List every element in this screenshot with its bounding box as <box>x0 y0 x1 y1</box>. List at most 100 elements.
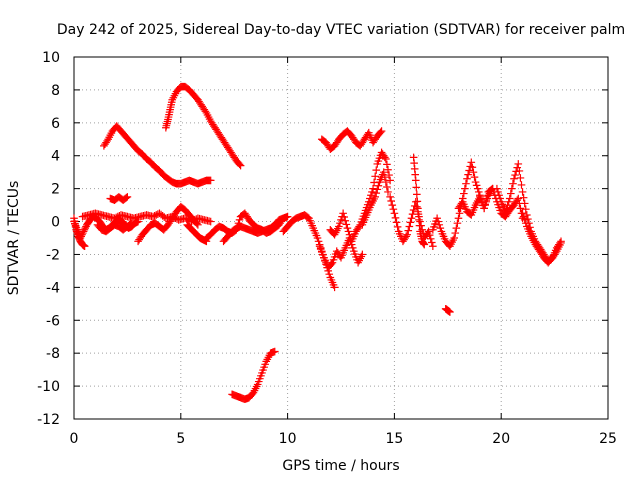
series-arc-24 <box>441 304 454 316</box>
data-point <box>483 192 492 200</box>
data-point <box>413 197 422 206</box>
data-point <box>342 220 351 229</box>
data-point <box>518 209 527 218</box>
data-point <box>446 308 454 316</box>
series-arc-20 <box>100 122 215 188</box>
data-point <box>404 226 413 235</box>
data-point <box>521 219 530 227</box>
data-points <box>70 82 565 404</box>
data-point <box>493 184 501 193</box>
data-point <box>382 155 390 163</box>
data-point <box>319 251 327 259</box>
data-point <box>369 184 377 193</box>
data-point <box>413 190 421 199</box>
y-tick-label: 8 <box>51 83 60 99</box>
data-point <box>519 212 528 221</box>
plot-frame <box>73 56 609 420</box>
data-point <box>386 176 394 185</box>
data-point <box>374 181 383 190</box>
data-point <box>206 176 215 185</box>
data-point <box>386 193 394 201</box>
x-tick-label: 15 <box>385 431 403 447</box>
data-point <box>393 223 402 231</box>
data-point <box>328 258 337 267</box>
data-point <box>508 184 516 193</box>
data-point <box>380 173 389 181</box>
data-point <box>472 181 481 190</box>
data-point <box>409 206 418 214</box>
chart-title: Day 242 of 2025, Sidereal Day-to-day VTE… <box>57 22 625 38</box>
data-point <box>372 166 381 174</box>
data-point <box>367 191 375 200</box>
data-point <box>460 189 468 198</box>
y-tick-label: -10 <box>37 379 60 395</box>
data-point <box>405 222 414 231</box>
data-point <box>368 188 376 196</box>
data-point <box>390 209 399 218</box>
data-point <box>407 214 416 223</box>
y-tick-label: 10 <box>42 50 60 66</box>
data-point <box>358 250 367 259</box>
data-point <box>371 193 379 201</box>
x-axis-label: GPS time / hours <box>282 458 399 474</box>
data-point <box>343 224 352 232</box>
data-point <box>406 218 415 227</box>
data-point <box>514 194 523 203</box>
data-point <box>433 214 441 223</box>
data-point <box>377 127 386 135</box>
data-point <box>520 216 529 224</box>
data-point <box>520 199 529 208</box>
data-point <box>473 184 482 193</box>
data-point <box>482 196 491 204</box>
data-point <box>384 188 392 196</box>
data-point <box>511 171 519 179</box>
y-tick-label: -2 <box>46 247 60 263</box>
data-point <box>256 374 264 383</box>
data-point <box>430 223 438 231</box>
data-point <box>517 181 526 189</box>
data-point <box>335 222 343 231</box>
data-point <box>424 227 433 236</box>
data-point <box>122 193 131 202</box>
data-point <box>403 230 412 239</box>
data-point <box>467 158 476 167</box>
y-tick-label: -12 <box>37 412 60 428</box>
x-tick-label: 25 <box>599 431 617 447</box>
data-point <box>235 216 244 224</box>
data-point <box>313 234 322 242</box>
data-point <box>462 179 470 188</box>
data-point <box>429 225 437 234</box>
data-point <box>327 260 336 268</box>
data-point <box>524 215 532 223</box>
data-point <box>374 157 383 165</box>
data-point <box>384 165 392 174</box>
data-point <box>336 219 344 227</box>
data-point <box>470 173 479 181</box>
axis-ticks <box>73 56 609 420</box>
series-arc-4 <box>93 219 136 236</box>
data-point <box>411 176 420 185</box>
data-point <box>348 244 357 252</box>
data-point <box>465 166 473 175</box>
data-point <box>391 214 400 222</box>
data-point <box>206 217 215 226</box>
data-point <box>258 369 266 377</box>
data-point <box>325 270 334 278</box>
series-arc-21 <box>106 193 132 204</box>
data-point <box>507 189 515 198</box>
series-arc-19 <box>518 209 565 267</box>
data-point <box>340 213 349 221</box>
data-point <box>283 212 292 221</box>
grid-lines <box>74 57 608 419</box>
data-point <box>351 250 359 258</box>
data-point <box>516 204 525 213</box>
series-arc-9 <box>279 211 339 292</box>
data-point <box>476 193 484 201</box>
series-arc-5 <box>134 202 202 246</box>
series-arc-23 <box>228 347 279 404</box>
data-point <box>344 227 353 236</box>
data-point <box>259 366 267 374</box>
y-tick-label: -6 <box>46 313 60 329</box>
data-point <box>464 170 472 179</box>
